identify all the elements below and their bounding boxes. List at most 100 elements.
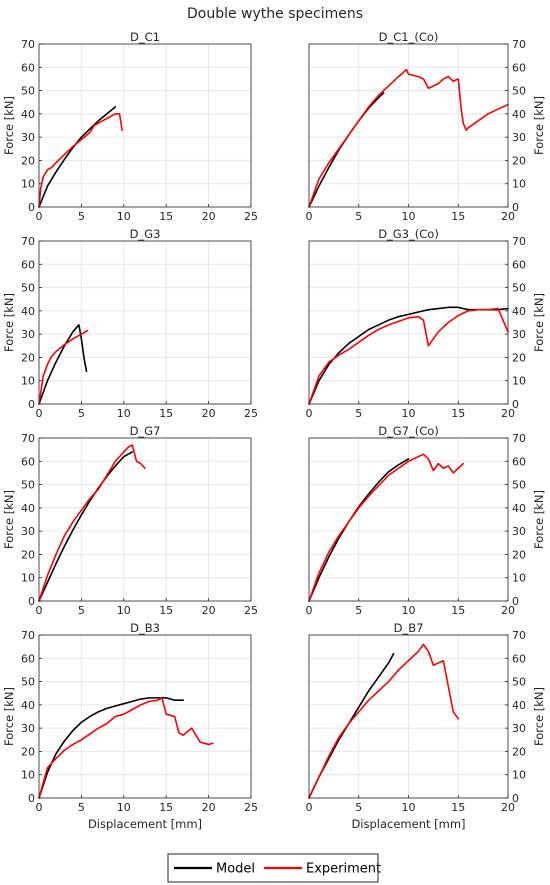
y-axis-label: Force [kN]	[2, 293, 16, 352]
y-tick-label: 40	[21, 502, 35, 515]
y-tick-label: 60	[21, 61, 35, 74]
x-tick-label: 20	[202, 210, 216, 223]
x-tick-label: 0	[306, 407, 313, 420]
y-tick-label: 10	[21, 178, 35, 191]
y-tick-label: 20	[21, 548, 35, 561]
x-tick-label: 5	[355, 604, 362, 617]
y-tick-label: 70	[21, 235, 35, 248]
x-tick-label: 10	[117, 604, 131, 617]
x-tick-label: 20	[501, 801, 515, 814]
y-tick-label: 40	[21, 699, 35, 712]
y-tick-label: 30	[21, 525, 35, 538]
x-tick-label: 20	[501, 407, 515, 420]
y-tick-label: 10	[21, 572, 35, 585]
x-tick-label: 5	[78, 801, 85, 814]
y-tick-label: 70	[512, 38, 526, 51]
y-tick-label: 40	[21, 305, 35, 318]
x-axis-label: Displacement [mm]	[351, 817, 465, 831]
x-tick-label: 0	[36, 604, 43, 617]
y-tick-label: 60	[512, 652, 526, 665]
panel-title: D_B3	[130, 621, 160, 635]
series-line-experiment	[38, 113, 123, 208]
y-tick-label: 20	[21, 351, 35, 364]
y-axis-label: Force [kN]	[532, 96, 546, 155]
x-tick-label: 10	[117, 210, 131, 223]
x-tick-label: 0	[36, 407, 43, 420]
y-tick-label: 0	[28, 201, 35, 214]
x-tick-label: 25	[244, 604, 258, 617]
x-tick-label: 10	[117, 407, 131, 420]
y-tick-label: 10	[512, 769, 526, 782]
x-tick-label: 5	[78, 604, 85, 617]
plot-area	[39, 635, 251, 798]
x-tick-label: 15	[159, 210, 173, 223]
series-line-experiment	[38, 329, 89, 405]
y-tick-label: 60	[512, 61, 526, 74]
x-tick-label: 0	[306, 801, 313, 814]
y-axis-label: Force [kN]	[532, 490, 546, 549]
panel-d-c1: 0 5 10 15 20 25 0 10 20 30 40 50 60 70 D_C1 Force [kN]	[2, 30, 258, 223]
x-tick-label: 5	[355, 407, 362, 420]
figure-title: Double wythe specimens	[187, 6, 363, 22]
y-tick-label: 30	[512, 131, 526, 144]
y-axis-label: Force [kN]	[532, 687, 546, 746]
axes-frame	[38, 240, 252, 405]
series-line-experiment	[38, 697, 214, 799]
y-tick-label: 70	[512, 629, 526, 642]
x-tick-label: 15	[451, 407, 465, 420]
y-tick-label: 60	[512, 455, 526, 468]
panel-title: D_G7	[130, 424, 161, 438]
panel-d-b3: 0 5 10 15 20 25 0 10 20 30 40 50 60 70 D_B3 Force [kN] D…	[2, 621, 258, 831]
x-tick-label: 15	[451, 210, 465, 223]
y-tick-label: 30	[21, 328, 35, 341]
y-tick-label: 50	[21, 676, 35, 689]
y-tick-label: 30	[512, 328, 526, 341]
y-tick-label: 0	[512, 398, 519, 411]
y-tick-label: 0	[512, 595, 519, 608]
y-tick-label: 10	[21, 375, 35, 388]
x-tick-label: 5	[78, 210, 85, 223]
x-tick-label: 20	[501, 210, 515, 223]
series-line-model	[38, 324, 88, 405]
y-tick-label: 20	[512, 351, 526, 364]
panel-title: D_G7_(Co)	[378, 424, 439, 438]
y-tick-label: 60	[21, 652, 35, 665]
series-line-experiment	[308, 307, 509, 405]
y-tick-label: 0	[28, 792, 35, 805]
plot-area	[39, 241, 251, 404]
y-tick-label: 20	[512, 154, 526, 167]
y-tick-label: 10	[512, 178, 526, 191]
panel-title: D_C1	[130, 30, 160, 44]
x-tick-label: 15	[159, 407, 173, 420]
y-tick-label: 0	[512, 201, 519, 214]
x-tick-label: 10	[402, 407, 416, 420]
x-tick-label: 10	[402, 604, 416, 617]
y-tick-label: 30	[21, 131, 35, 144]
y-tick-label: 20	[21, 154, 35, 167]
y-tick-label: 0	[28, 398, 35, 411]
y-tick-label: 40	[512, 108, 526, 121]
series-line-experiment	[308, 643, 460, 799]
x-tick-label: 15	[159, 801, 173, 814]
x-tick-label: 15	[451, 604, 465, 617]
y-tick-label: 70	[21, 432, 35, 445]
y-tick-label: 40	[512, 305, 526, 318]
y-tick-label: 40	[512, 502, 526, 515]
x-axis-label: Displacement [mm]	[88, 817, 202, 831]
y-tick-label: 20	[21, 745, 35, 758]
y-tick-label: 40	[21, 108, 35, 121]
y-tick-label: 10	[512, 375, 526, 388]
legend-label-experiment: Experiment	[306, 862, 381, 877]
y-axis-label: Force [kN]	[532, 293, 546, 352]
panel-title: D_G3_(Co)	[378, 227, 439, 241]
x-tick-label: 10	[117, 801, 131, 814]
y-tick-label: 30	[512, 525, 526, 538]
x-tick-label: 0	[306, 604, 313, 617]
y-tick-label: 60	[21, 455, 35, 468]
x-tick-label: 5	[355, 801, 362, 814]
series-line-model	[38, 451, 134, 602]
y-tick-label: 50	[512, 282, 526, 295]
